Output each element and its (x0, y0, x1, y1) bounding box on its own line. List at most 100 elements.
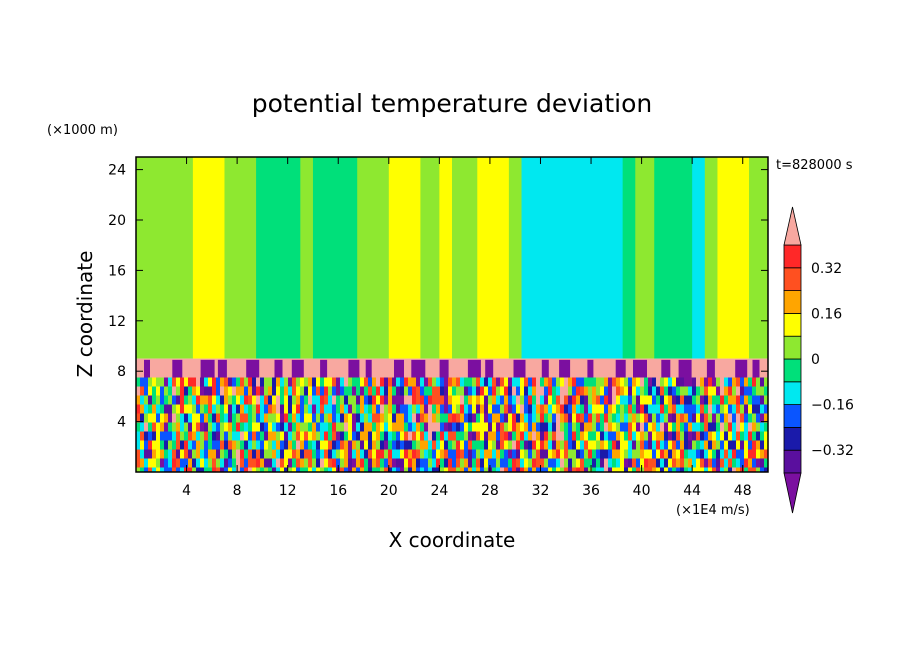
turbulent-cell (604, 422, 609, 432)
turbulent-cell (596, 440, 601, 450)
turbulent-cell (608, 395, 613, 405)
turbulent-cell (328, 458, 333, 468)
turbulent-cell (448, 431, 453, 441)
turbulent-cell (740, 413, 745, 423)
turbulent-cell (172, 458, 177, 468)
turbulent-cell (432, 431, 437, 441)
turbulent-cell (236, 467, 241, 473)
turbulent-cell (684, 458, 689, 468)
turbulent-cell (496, 395, 501, 405)
turbulent-cell (532, 386, 537, 396)
turbulent-cell (556, 413, 561, 423)
turbulent-cell (612, 431, 617, 441)
turbulent-cell (228, 404, 233, 414)
turbulent-cell (692, 431, 697, 441)
upper-column-16 (654, 157, 693, 359)
turbulent-cell (472, 449, 477, 459)
turbulent-cell (464, 422, 469, 432)
turbulent-cell (704, 467, 709, 473)
turbulent-cell (428, 386, 433, 396)
turbulent-cell (596, 422, 601, 432)
turbulent-cell (476, 440, 481, 450)
turbulent-cell (252, 449, 257, 459)
turbulent-cell (528, 395, 533, 405)
upper-column-1 (192, 157, 225, 359)
turbulent-cell (672, 422, 677, 432)
turbulent-cell (700, 449, 705, 459)
turbulent-cell (580, 422, 585, 432)
turbulent-cell (312, 386, 317, 396)
turbulent-cell (660, 467, 665, 473)
turbulent-cell (744, 431, 749, 441)
turbulent-cell (712, 467, 717, 473)
turbulent-cell (196, 431, 201, 441)
turbulent-cell (376, 404, 381, 414)
turbulent-cell (156, 431, 161, 441)
turbulent-cell (168, 395, 173, 405)
turbulent-cell (312, 404, 317, 414)
turbulent-cell (724, 422, 729, 432)
turbulent-cell (320, 386, 325, 396)
turbulent-cell (752, 386, 757, 396)
turbulent-cell (304, 440, 309, 450)
turbulent-cell (340, 467, 345, 473)
turbulent-cell (256, 422, 261, 432)
turbulent-cell (760, 395, 765, 405)
turbulent-cell (304, 431, 309, 441)
x-tick-label: 44 (683, 483, 701, 499)
turbulent-cell (640, 404, 645, 414)
turbulent-cell (372, 449, 377, 459)
turbulent-cell (312, 413, 317, 423)
turbulent-cell (444, 467, 449, 473)
turbulent-cell (236, 395, 241, 405)
turbulent-cell (632, 422, 637, 432)
turbulent-cell (176, 377, 181, 387)
turbulent-cell (336, 395, 341, 405)
turbulent-cell (596, 395, 601, 405)
turbulent-cell (548, 449, 553, 459)
turbulent-cell (540, 413, 545, 423)
turbulent-cell (324, 422, 329, 432)
turbulent-cell (416, 395, 421, 405)
turbulent-cell (516, 422, 521, 432)
turbulent-cell (540, 440, 545, 450)
turbulent-cell (592, 386, 597, 396)
turbulent-cell (488, 431, 493, 441)
turbulent-cell (284, 449, 289, 459)
turbulent-cell (760, 377, 765, 387)
colorbar (783, 206, 802, 514)
turbulent-cell (728, 458, 733, 468)
turbulent-cell (156, 422, 161, 432)
turbulent-cell (468, 404, 473, 414)
turbulent-cell (440, 377, 445, 387)
turbulent-cell (396, 377, 401, 387)
turbulent-cell (380, 449, 385, 459)
turbulent-cell (468, 449, 473, 459)
turbulent-cell (612, 458, 617, 468)
turbulent-cell (388, 386, 393, 396)
turbulent-cell (172, 440, 177, 450)
turbulent-cell (720, 458, 725, 468)
turbulent-cell (552, 395, 557, 405)
turbulent-cell (212, 449, 217, 459)
turbulent-cell (668, 404, 673, 414)
turbulent-cell (216, 458, 221, 468)
turbulent-cell (320, 449, 325, 459)
turbulent-cell (244, 422, 249, 432)
turbulent-cell (532, 377, 537, 387)
turbulent-cell (724, 404, 729, 414)
turbulent-cell (448, 458, 453, 468)
turbulent-cell (448, 449, 453, 459)
turbulent-cell (356, 404, 361, 414)
turbulent-cell (156, 377, 161, 387)
turbulent-cell (764, 467, 769, 473)
turbulent-cell (152, 395, 157, 405)
turbulent-cell (236, 449, 241, 459)
turbulent-cell (320, 467, 325, 473)
turbulent-cell (204, 449, 209, 459)
turbulent-cell (336, 422, 341, 432)
turbulent-cell (704, 377, 709, 387)
turbulent-cell (564, 440, 569, 450)
turbulent-cell (180, 467, 185, 473)
turbulent-cell (452, 431, 457, 441)
